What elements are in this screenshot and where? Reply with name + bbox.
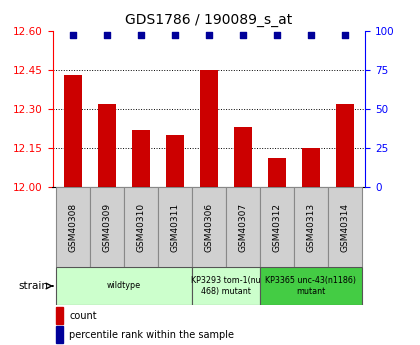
Bar <box>165 135 184 187</box>
Point <box>104 32 110 38</box>
Bar <box>200 70 218 187</box>
Bar <box>328 187 362 267</box>
Bar <box>294 187 328 267</box>
Bar <box>260 267 362 305</box>
Text: GSM40309: GSM40309 <box>102 203 111 252</box>
Bar <box>90 187 124 267</box>
Text: KP3293 tom-1(nu
468) mutant: KP3293 tom-1(nu 468) mutant <box>191 276 261 296</box>
Bar <box>302 148 320 187</box>
Text: GSM40313: GSM40313 <box>307 203 315 252</box>
Text: percentile rank within the sample: percentile rank within the sample <box>69 329 234 339</box>
Text: GSM40312: GSM40312 <box>273 203 281 252</box>
Text: GSM40306: GSM40306 <box>205 203 213 252</box>
Title: GDS1786 / 190089_s_at: GDS1786 / 190089_s_at <box>125 13 293 27</box>
Bar <box>336 104 354 187</box>
Point <box>273 32 280 38</box>
Text: GSM40310: GSM40310 <box>136 203 145 252</box>
Text: GSM40311: GSM40311 <box>171 203 179 252</box>
Bar <box>56 187 90 267</box>
Point <box>239 32 246 38</box>
Bar <box>55 307 63 324</box>
Text: strain: strain <box>18 281 48 291</box>
Text: GSM40307: GSM40307 <box>239 203 247 252</box>
Bar <box>268 158 286 187</box>
Bar <box>234 127 252 187</box>
Point <box>70 32 76 38</box>
Bar <box>226 187 260 267</box>
Point <box>206 32 212 38</box>
Bar <box>260 187 294 267</box>
Bar <box>63 75 82 187</box>
Point <box>172 32 178 38</box>
Text: count: count <box>69 311 97 321</box>
Text: wildtype: wildtype <box>107 282 141 290</box>
Text: GSM40314: GSM40314 <box>341 203 349 252</box>
Bar <box>97 104 116 187</box>
Bar <box>131 130 150 187</box>
Bar <box>192 267 260 305</box>
Bar <box>192 187 226 267</box>
Point <box>138 32 144 38</box>
Text: GSM40308: GSM40308 <box>68 203 77 252</box>
Bar <box>56 267 192 305</box>
Point <box>307 32 314 38</box>
Bar <box>55 326 63 343</box>
Bar <box>124 187 158 267</box>
Text: KP3365 unc-43(n1186)
mutant: KP3365 unc-43(n1186) mutant <box>265 276 357 296</box>
Bar <box>158 187 192 267</box>
Point <box>341 32 348 38</box>
